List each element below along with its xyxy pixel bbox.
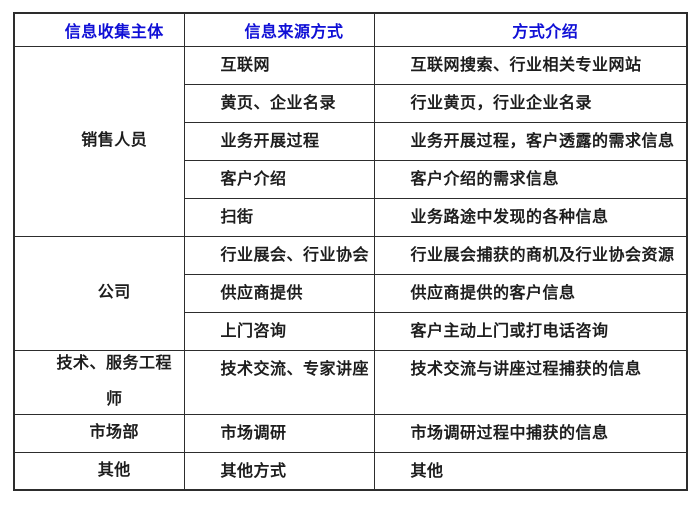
table-row: 公司 行业展会、行业协会 行业展会捕获的商机及行业协会资源 [13, 235, 688, 351]
source-cell: 黄页、企业名录 [183, 83, 375, 123]
source-cell: 市场调研 [183, 413, 375, 453]
source-cell: 业务开展过程 [183, 121, 375, 161]
subject-cell-marketing: 市场部 [13, 413, 185, 453]
source-cell: 行业展会、行业协会 [183, 235, 375, 275]
desc-cell: 其他 [373, 451, 688, 491]
source-cell: 技术交流、专家讲座 [183, 349, 375, 415]
desc-cell: 供应商提供的客户信息 [373, 273, 688, 313]
info-collection-table: 信息收集主体 信息来源方式 方式介绍 销售人员 互联网 互联网搜索、行业相关专业… [13, 12, 688, 491]
desc-cell: 互联网搜索、行业相关专业网站 [373, 45, 688, 85]
table-row: 业务开展过程 业务开展过程，客户透露的需求信息 [14, 121, 688, 161]
table-row: 市场部 市场调研 市场调研过程中捕获的信息 [13, 413, 688, 453]
source-cell: 互联网 [183, 45, 375, 85]
subject-cell-company: 公司 [13, 235, 185, 351]
source-cell: 扫街 [183, 197, 375, 237]
table-row: 销售人员 互联网 互联网搜索、行业相关专业网站 [13, 45, 688, 237]
header-row: 信息收集主体 信息来源方式 方式介绍 [13, 12, 688, 47]
desc-cell: 行业展会捕获的商机及行业协会资源 [373, 235, 688, 275]
table-row: 其他 其他方式 其他 [13, 451, 688, 491]
subject-line: 师 [105, 391, 123, 408]
source-cell: 客户介绍 [183, 159, 375, 199]
source-cell: 上门咨询 [183, 311, 375, 351]
table-row: 上门咨询 客户主动上门或打电话咨询 [14, 311, 688, 351]
header-col-desc: 方式介绍 [373, 12, 688, 47]
desc-cell: 技术交流与讲座过程捕获的信息 [373, 349, 688, 415]
subject-line: 技术、服务工程 [56, 355, 172, 372]
source-cell: 其他方式 [183, 451, 375, 491]
table-row: 黄页、企业名录 行业黄页，行业企业名录 [14, 83, 688, 123]
header-col-subject: 信息收集主体 [13, 12, 185, 47]
desc-cell: 客户介绍的需求信息 [373, 159, 688, 199]
desc-cell: 行业黄页，行业企业名录 [373, 83, 688, 123]
subject-cell-other: 其他 [13, 451, 185, 491]
subject-cell-sales: 销售人员 [13, 45, 185, 237]
table-row: 供应商提供 供应商提供的客户信息 [14, 273, 688, 313]
desc-cell: 业务开展过程，客户透露的需求信息 [373, 121, 688, 161]
desc-cell: 客户主动上门或打电话咨询 [373, 311, 688, 351]
source-cell: 供应商提供 [183, 273, 375, 313]
desc-cell: 市场调研过程中捕获的信息 [373, 413, 688, 453]
table-row: 扫街 业务路途中发现的各种信息 [14, 197, 688, 237]
desc-cell: 业务路途中发现的各种信息 [373, 197, 688, 237]
table-row: 技术、服务工程 师 技术交流、专家讲座 技术交流与讲座过程捕获的信息 [13, 349, 688, 415]
subject-cell-engineers: 技术、服务工程 师 [13, 349, 185, 415]
header-col-source: 信息来源方式 [183, 12, 375, 47]
table-row: 客户介绍 客户介绍的需求信息 [14, 159, 688, 199]
